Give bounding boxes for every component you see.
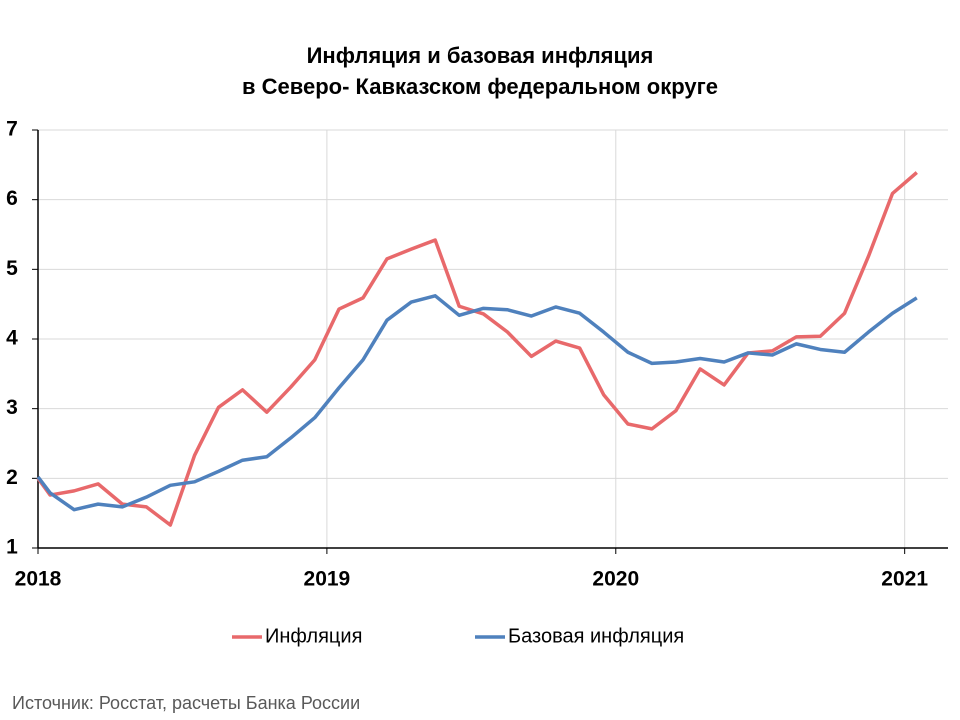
legend-label: Инфляция xyxy=(265,625,362,647)
y-tick-label: 1 xyxy=(6,536,18,559)
y-tick-label: 3 xyxy=(6,396,18,419)
x-tick-label: 2019 xyxy=(304,568,351,591)
y-tick-label: 5 xyxy=(6,257,18,280)
chart-title: Инфляция и базовая инфляция xyxy=(307,43,654,68)
source-note: Источник: Росстат, расчеты Банка России xyxy=(12,693,360,713)
x-tick-label: 2018 xyxy=(15,568,62,591)
x-tick-label: 2021 xyxy=(881,568,928,591)
y-tick-label: 6 xyxy=(6,187,18,210)
y-tick-label: 2 xyxy=(6,466,18,489)
x-tick-label: 2020 xyxy=(592,568,639,591)
legend-label: Базовая инфляция xyxy=(508,625,684,647)
chart-title: в Северо- Кавказском федеральном округе xyxy=(242,74,718,99)
y-tick-label: 7 xyxy=(6,118,18,141)
series-line xyxy=(36,294,918,512)
y-tick-label: 4 xyxy=(6,327,18,350)
